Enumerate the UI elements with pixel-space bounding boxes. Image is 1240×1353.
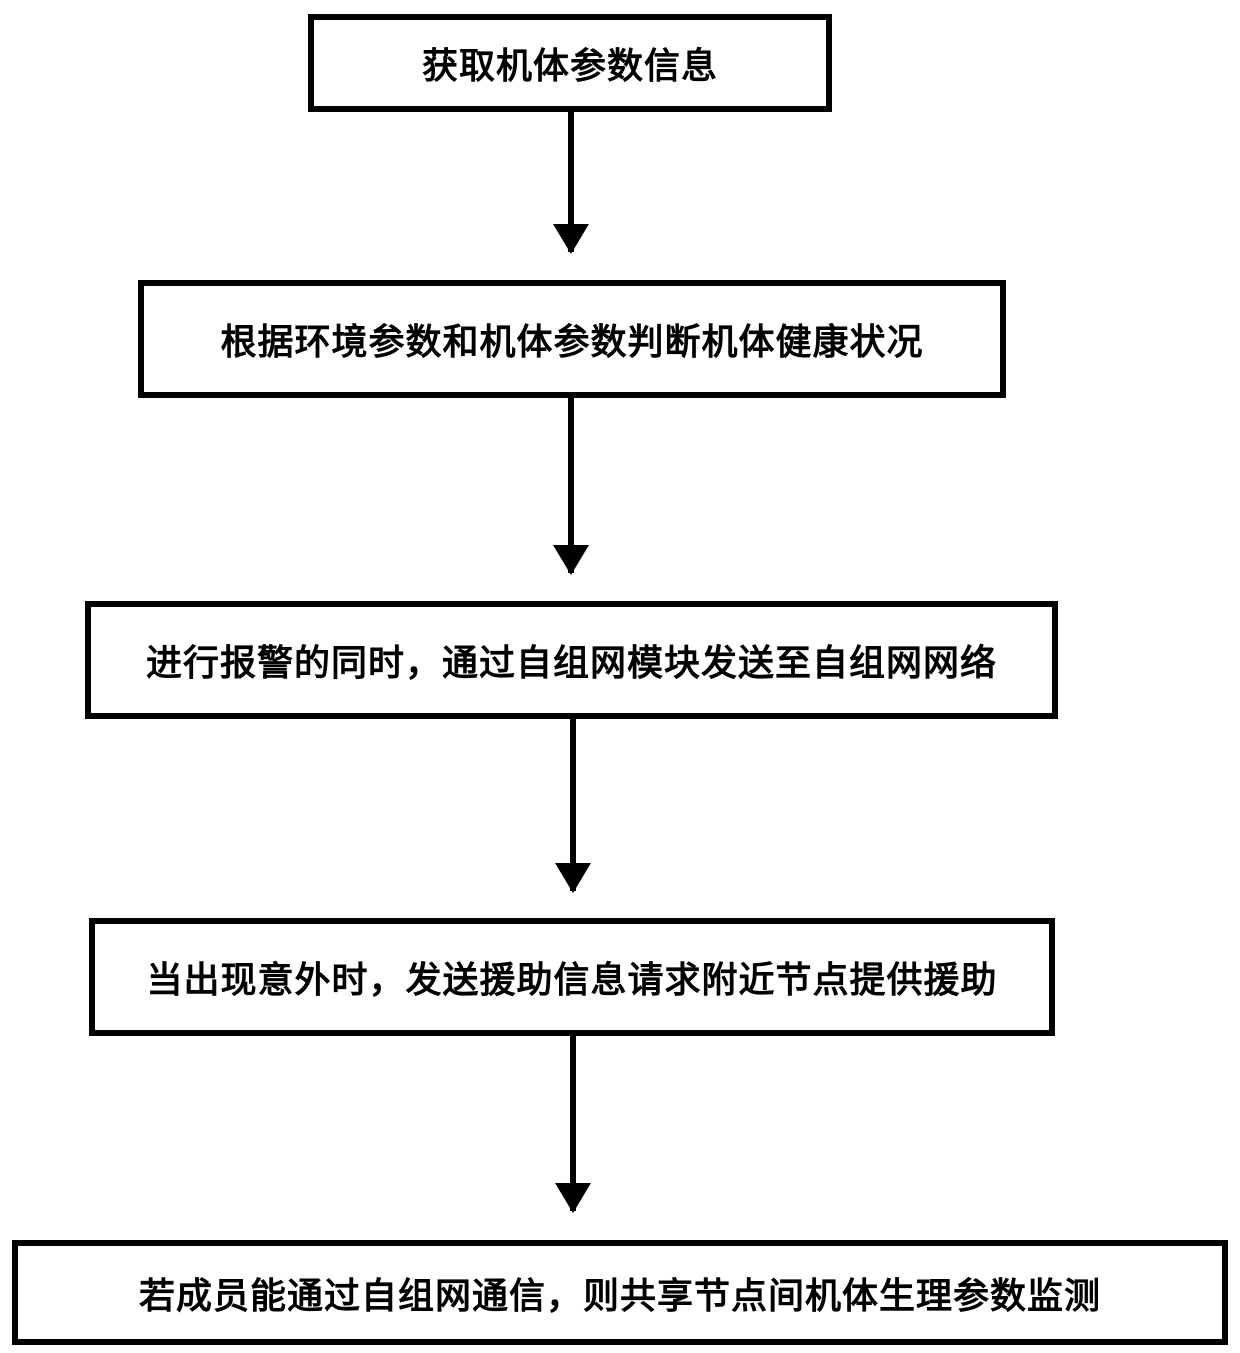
node-label: 进行报警的同时，通过自组网模块发送至自组网网络 [146, 634, 997, 686]
flowchart-node-2: 根据环境参数和机体参数判断机体健康状况 [138, 280, 1006, 398]
flowchart-arrow-2 [568, 398, 574, 573]
node-label: 获取机体参数信息 [422, 37, 718, 89]
node-label: 根据环境参数和机体参数判断机体健康状况 [220, 313, 923, 365]
flowchart-node-4: 当出现意外时，发送援助信息请求附近节点提供援助 [89, 918, 1055, 1036]
flowchart-arrow-1 [568, 112, 574, 252]
flowchart-node-3: 进行报警的同时，通过自组网模块发送至自组网网络 [85, 601, 1058, 719]
flowchart-arrow-3 [570, 719, 576, 891]
flowchart-node-5: 若成员能通过自组网通信，则共享节点间机体生理参数监测 [12, 1240, 1228, 1345]
flowchart-node-1: 获取机体参数信息 [308, 14, 832, 112]
flowchart-arrow-4 [570, 1036, 576, 1211]
node-label: 若成员能通过自组网通信，则共享节点间机体生理参数监测 [139, 1267, 1101, 1319]
node-label: 当出现意外时，发送援助信息请求附近节点提供援助 [146, 951, 997, 1003]
flowchart-container: 获取机体参数信息 根据环境参数和机体参数判断机体健康状况 进行报警的同时，通过自… [0, 0, 1240, 1353]
